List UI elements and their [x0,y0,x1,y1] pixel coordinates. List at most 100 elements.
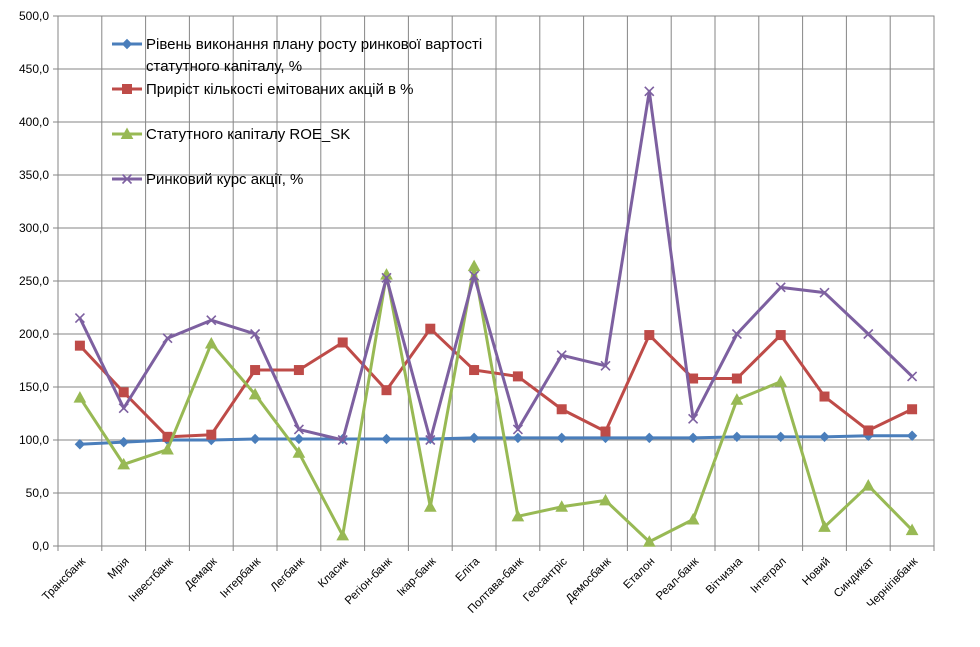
triangle-marker [555,500,569,512]
x-marker-stroke [337,434,348,446]
square-marker [74,340,85,351]
triangle-marker [161,443,174,455]
square-marker [512,371,523,382]
diamond-marker [121,38,133,50]
square-marker [556,404,567,415]
legend-item-4: Ринковий курс акції, % [112,171,303,188]
square-marker [863,425,874,436]
triangle-marker [774,375,788,387]
y-tick-label: 50,0 [26,486,50,500]
x-marker-stroke [74,313,85,324]
square-marker [250,365,261,376]
diamond-marker [118,436,129,448]
diamond-marker [556,432,567,444]
x-marker-stroke [688,413,699,424]
y-tick-label: 250,0 [19,274,49,288]
y-tick-label: 400,0 [19,115,49,129]
y-tick-label: 300,0 [19,221,49,235]
diamond-marker [644,432,655,444]
x-marker-stroke [556,350,567,361]
square-marker [337,337,348,348]
diamond-marker [775,431,786,443]
square-marker [688,373,699,384]
diamond-marker [468,432,480,444]
diamond-marker [731,431,743,443]
y-tick-label: 450,0 [19,62,49,76]
x-marker-stroke [819,287,830,298]
y-tick-label: 350,0 [19,168,49,182]
legend-item-1: Рівень виконання плану росту ринкової ва… [112,36,482,75]
diamond-marker [687,432,699,444]
triangle-marker [599,493,612,506]
x-marker-stroke [118,403,129,414]
x-marker-stroke [731,328,742,340]
y-tick-label: 150,0 [19,380,49,394]
legend-item-3: Статутного капіталу ROE_SK [112,126,350,143]
gridlines [57,15,935,547]
series-4 [74,86,918,446]
y-tick-label: 200,0 [19,327,49,341]
x-marker-stroke [644,86,655,97]
square-marker [469,365,480,376]
x-marker-stroke [250,328,261,340]
legend-label: Рівень виконання плану росту ринкової ва… [146,36,482,53]
triangle-marker [117,457,131,470]
square-marker [819,391,830,402]
triangle-marker [292,446,306,458]
triangle-marker [336,528,350,541]
diamond-marker [906,430,918,441]
x-marker-stroke [512,424,523,435]
legend-label: Ринковий курс акції, % [146,171,303,188]
triangle-marker [511,509,525,522]
x-marker-stroke [600,360,611,371]
diamond-marker [819,431,830,443]
square-marker [644,330,655,341]
triangle-marker [204,337,218,349]
series-2 [74,323,918,442]
y-tick-label: 100,0 [19,433,49,447]
triangle-marker [686,512,700,525]
triangle-marker [861,479,875,491]
diamond-marker [512,432,524,444]
legend: Рівень виконання плану росту ринкової ва… [112,36,482,188]
triangle-marker [120,127,134,139]
series-line [79,434,913,446]
y-tick-label: 0,0 [32,539,49,553]
square-marker [381,385,392,396]
triangle-marker [818,520,831,532]
x-marker-stroke [381,272,392,283]
x-marker-stroke [162,333,173,344]
legend-label: Приріст кількості емітованих акцій в % [146,81,413,98]
y-tick-label: 500,0 [19,9,49,23]
triangle-marker [730,393,744,405]
triangle-marker [73,391,87,403]
diamond-marker [249,433,261,445]
series-line [78,89,914,442]
square-marker [775,330,786,341]
diamond-marker [293,433,305,445]
square-marker [907,404,918,415]
square-marker [731,373,742,384]
legend-label: Статутного капіталу ROE_SK [146,126,350,143]
triangle-marker [467,259,481,272]
series-group [73,86,919,547]
triangle-marker [248,387,262,400]
diamond-marker [381,433,392,445]
x-marker-stroke [206,315,217,326]
triangle-marker [642,535,656,547]
series-line [78,264,914,544]
legend-label: статутного капіталу, % [146,58,302,75]
x-marker-stroke [425,434,436,446]
triangle-marker [905,523,919,536]
square-marker [600,426,611,437]
square-marker [206,429,217,440]
x-marker-stroke [775,282,786,293]
diamond-marker [74,439,86,450]
series-line [78,327,913,439]
square-marker [425,323,436,334]
triangle-marker [423,500,437,512]
x-marker-stroke [121,173,133,185]
